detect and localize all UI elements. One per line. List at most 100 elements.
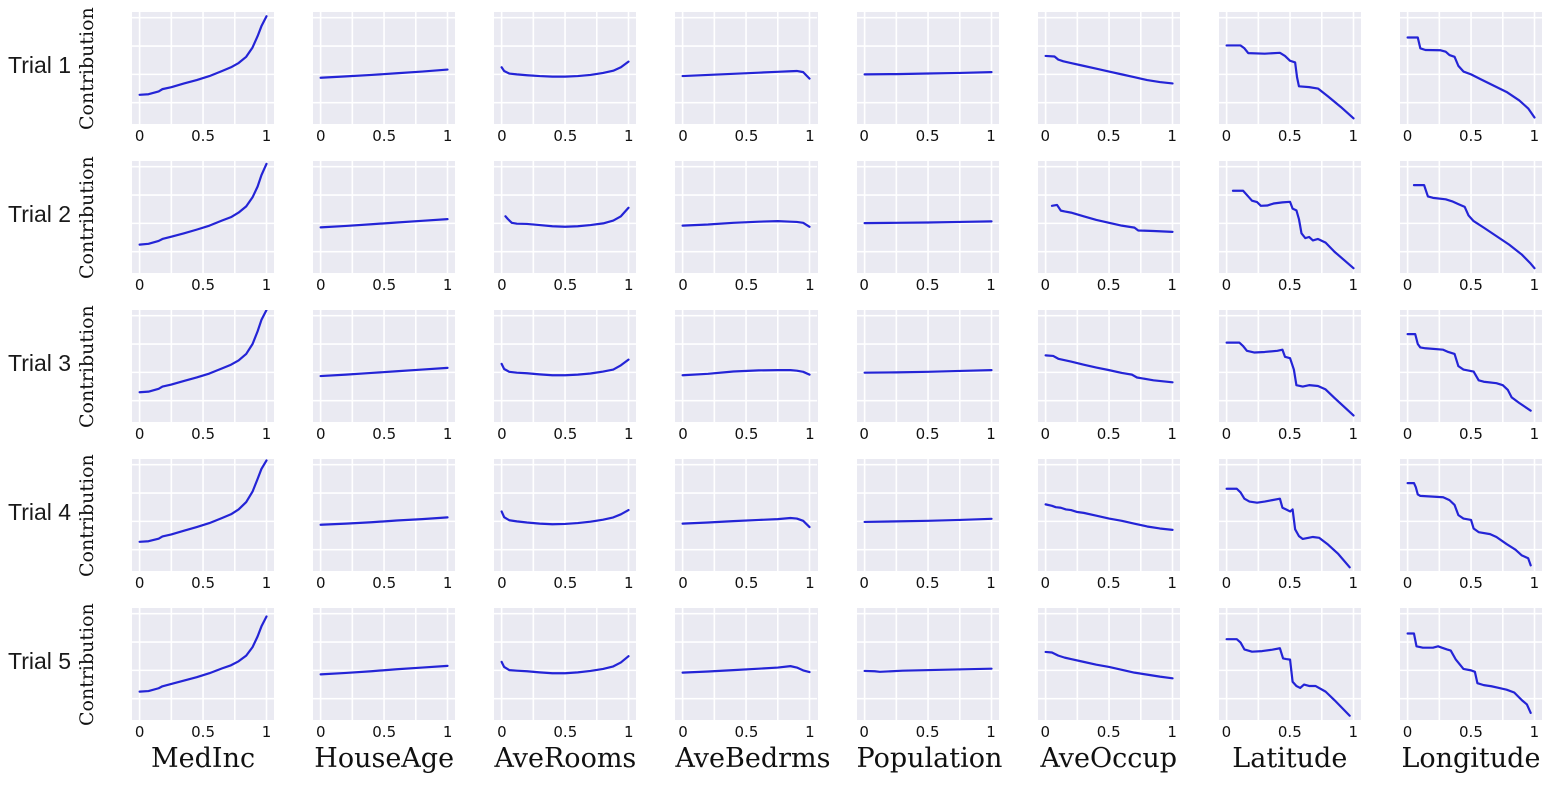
plot-area xyxy=(313,310,456,422)
series-line xyxy=(864,370,991,373)
x-tick-label: 0 xyxy=(1402,723,1413,741)
plot-area xyxy=(1037,459,1180,571)
subplot-averooms-trial-1: 210−100.51 xyxy=(460,0,641,149)
plot-area xyxy=(1399,459,1542,571)
series-line xyxy=(140,460,267,541)
x-tick-label: 0.5 xyxy=(1459,425,1483,443)
x-tick-row: 0 0.5 1 xyxy=(675,574,817,594)
series-line xyxy=(321,368,448,376)
row-gutter: Trial 2 Contribution xyxy=(0,149,98,298)
x-tick-label: 0.5 xyxy=(553,276,578,294)
x-tick-row: 0 0.5 1 xyxy=(1038,127,1180,147)
x-tick-label: 1 xyxy=(1529,574,1540,592)
x-tick-label: 1 xyxy=(261,425,272,443)
plot-area xyxy=(1218,310,1361,422)
subplot-latitude-trial-2: 210−100.51 xyxy=(1185,149,1366,298)
x-tick-label: 1 xyxy=(1529,127,1540,145)
x-tick-label: 0.5 xyxy=(915,276,940,294)
x-tick-label: 1 xyxy=(986,127,996,145)
row-gutter: Trial 3 Contribution xyxy=(0,298,98,447)
x-tick-label: 1 xyxy=(1167,127,1177,145)
series-line xyxy=(321,70,448,78)
subplot-population-trial-3: 210−100.51 xyxy=(823,298,1004,447)
x-tick-label: 0 xyxy=(859,723,869,741)
x-tick-label: 1 xyxy=(261,276,272,294)
x-tick-label: 0.5 xyxy=(1096,723,1121,741)
plot-area xyxy=(313,161,456,273)
x-tick-label: 0 xyxy=(1040,574,1051,592)
x-tick-label: 0 xyxy=(1402,276,1413,294)
x-tick-row: 0 0.5 1 xyxy=(1400,425,1542,445)
feature-cell-houseage: HouseAge xyxy=(279,743,460,786)
subplot-medinc-trial-5: 210−100.51 xyxy=(98,596,279,745)
x-tick-label: 1 xyxy=(623,425,634,443)
x-tick-label: 0 xyxy=(1040,723,1051,741)
subplot-svg xyxy=(494,608,636,720)
x-tick-label: 0.5 xyxy=(1096,425,1121,443)
series-line xyxy=(506,208,629,227)
x-tick-label: 0.5 xyxy=(1459,574,1483,592)
bottom-gutter xyxy=(0,745,98,786)
x-tick-label: 0 xyxy=(497,425,507,443)
x-tick-label: 0.5 xyxy=(734,425,759,443)
y-axis-title: Contribution xyxy=(76,156,98,279)
x-tick-label: 0.5 xyxy=(915,127,940,145)
subplot-longitude-trial-5: 210−100.51 xyxy=(1366,596,1547,745)
x-tick-label: 0 xyxy=(1040,425,1051,443)
plot-area xyxy=(494,608,637,720)
x-tick-label: 1 xyxy=(805,127,815,145)
subplot-svg xyxy=(313,310,455,422)
subplot-svg xyxy=(1038,608,1180,720)
x-tick-label: 0.5 xyxy=(191,276,215,294)
trial-row-3: Trial 3Contribution210−100.51210−100.512… xyxy=(0,298,1547,447)
plot-area xyxy=(1218,459,1361,571)
x-tick-label: 0 xyxy=(678,276,688,294)
subplot-avebedrms-trial-2: 210−100.51 xyxy=(641,149,822,298)
subplot-svg xyxy=(857,459,999,571)
x-tick-row: 0 0.5 1 xyxy=(1038,574,1180,594)
x-tick-row: 0 0.5 1 xyxy=(132,276,274,296)
plot-area xyxy=(313,459,456,571)
row-gutter: Trial 1 Contribution xyxy=(0,0,98,149)
plot-area xyxy=(856,608,999,720)
feature-label-population: Population xyxy=(856,743,1003,774)
x-tick-label: 1 xyxy=(805,574,815,592)
x-tick-label: 0 xyxy=(134,425,145,443)
x-tick-row: 0 0.5 1 xyxy=(857,425,999,445)
plot-area xyxy=(494,310,637,422)
x-tick-row: 0 0.5 1 xyxy=(313,276,455,296)
subplot-svg xyxy=(857,310,999,422)
subplot-svg xyxy=(1400,459,1542,571)
plot-area xyxy=(494,161,637,273)
series-line xyxy=(502,510,629,524)
subplot-svg xyxy=(675,459,817,571)
x-tick-label: 0 xyxy=(678,574,688,592)
subplot-houseage-trial-2: 210−100.51 xyxy=(279,149,460,298)
x-tick-label: 0.5 xyxy=(553,127,578,145)
x-tick-label: 0 xyxy=(497,574,507,592)
series-line xyxy=(1233,191,1354,268)
subplot-svg xyxy=(313,608,455,720)
x-tick-label: 0 xyxy=(1040,127,1051,145)
x-tick-label: 1 xyxy=(442,425,453,443)
subplot-svg xyxy=(494,12,636,124)
subplot-longitude-trial-3: 210−100.51 xyxy=(1366,298,1547,447)
x-tick-label: 0 xyxy=(497,723,507,741)
subplot-latitude-trial-1: 210−100.51 xyxy=(1185,0,1366,149)
series-line xyxy=(864,669,991,672)
subplot-svg xyxy=(675,161,817,273)
subplot-svg xyxy=(1038,12,1180,124)
subplot-svg xyxy=(1219,459,1361,571)
x-tick-label: 0 xyxy=(315,276,326,294)
x-tick-label: 0.5 xyxy=(1459,127,1483,145)
y-axis-title: Contribution xyxy=(76,305,98,428)
x-tick-label: 1 xyxy=(442,276,453,294)
x-tick-row: 0 0.5 1 xyxy=(494,425,636,445)
plot-area xyxy=(856,12,999,124)
x-tick-row: 0 0.5 1 xyxy=(494,276,636,296)
series-line xyxy=(683,518,810,527)
x-tick-label: 1 xyxy=(986,276,996,294)
subplot-longitude-trial-4: 210−100.51 xyxy=(1366,447,1547,596)
subplot-svg xyxy=(1219,608,1361,720)
